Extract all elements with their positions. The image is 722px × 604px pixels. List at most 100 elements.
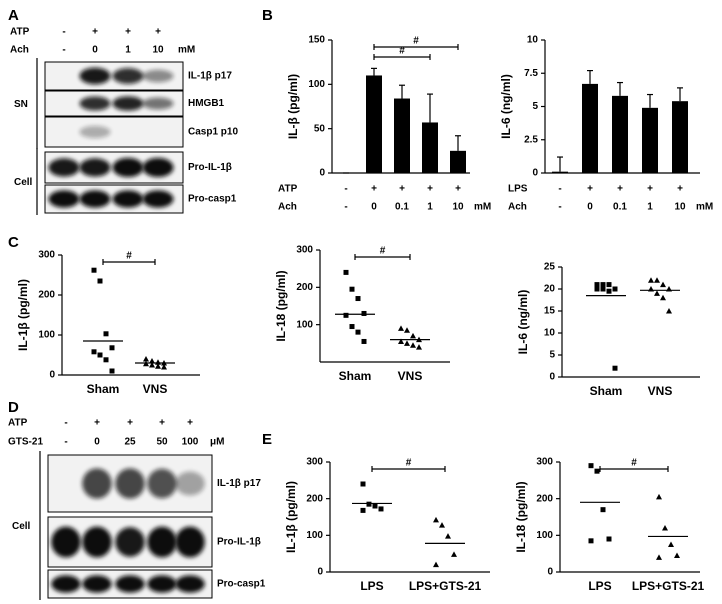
column-label: 0 (94, 437, 100, 448)
row-label: Pro-IL-1β (217, 537, 261, 548)
data-point (594, 282, 600, 288)
column-unit: μM (210, 437, 224, 448)
blot-band (115, 527, 145, 557)
y-tick-label: 200 (306, 493, 323, 504)
column-label: 25 (124, 437, 136, 448)
column-name: GTS-21 (8, 437, 43, 448)
y-tick-label: 200 (536, 493, 553, 504)
comparison-text: # (631, 458, 637, 469)
blot-band (142, 190, 174, 208)
data-point (606, 282, 612, 288)
blot-band (79, 96, 111, 111)
treatment-name: ATP (278, 184, 298, 195)
panel-label: D (8, 399, 19, 416)
column-label: 1 (125, 45, 131, 56)
group-label: SN (14, 99, 28, 110)
blot-strip (44, 116, 184, 148)
x-tick-label: 0.1 (395, 202, 409, 213)
y-tick-label: 100 (308, 79, 325, 90)
data-point (594, 468, 600, 474)
data-point (404, 327, 410, 333)
data-point (656, 493, 662, 500)
x-tick-label: 0 (587, 202, 593, 213)
data-point (654, 277, 660, 283)
blot-band (112, 157, 144, 178)
y-tick-label: 100 (38, 330, 55, 341)
y-tick-label: 2.5 (524, 134, 538, 145)
y-tick-label: 300 (38, 250, 55, 261)
treatment-label: + (617, 184, 623, 195)
x-tick-label: LPS (360, 579, 383, 593)
blot-band (48, 190, 80, 208)
bar (394, 98, 410, 173)
y-tick-label: 150 (308, 35, 325, 46)
data-point (355, 296, 361, 302)
x-tick-label: 0 (371, 202, 377, 213)
column-name: ATP (8, 418, 28, 429)
y-tick-label: 300 (536, 457, 553, 468)
data-point (600, 286, 606, 292)
row-label: IL-1β p17 (188, 71, 232, 82)
panel-label: C (8, 234, 19, 251)
y-tick-label: 300 (306, 457, 323, 468)
y-tick-label: 20 (544, 284, 556, 295)
treatment-label: + (371, 184, 377, 195)
blot-band (82, 468, 112, 499)
y-tick-label: 5 (549, 350, 555, 361)
data-point (103, 357, 109, 363)
x-tick-label: VNS (648, 384, 673, 398)
data-point (372, 503, 378, 509)
data-point (355, 329, 361, 335)
panel-label: E (262, 431, 272, 448)
blot-band (79, 67, 111, 85)
data-point (97, 352, 103, 358)
column-label: - (62, 27, 65, 38)
y-axis-label: IL-6 (ng/ml) (516, 290, 530, 355)
comparison-text: # (399, 46, 405, 57)
data-point (97, 278, 103, 284)
data-point (360, 481, 366, 487)
comparison-text: # (380, 246, 386, 257)
data-point (398, 338, 404, 344)
data-point (349, 286, 355, 292)
data-point (161, 364, 167, 370)
blot-band (48, 158, 80, 177)
blot-band (79, 190, 111, 208)
data-point (360, 507, 366, 513)
y-tick-label: 100 (306, 530, 323, 541)
data-point (433, 516, 439, 523)
data-point (398, 325, 404, 331)
data-point (648, 277, 654, 283)
y-tick-label: 7.5 (524, 68, 538, 79)
data-point (109, 345, 115, 351)
blot-band (112, 190, 144, 208)
data-point (588, 463, 594, 469)
data-point (654, 290, 660, 296)
x-tick-label: LPS+GTS-21 (632, 579, 705, 593)
x-tick-label: 10 (452, 202, 464, 213)
row-label: Pro-casp1 (188, 194, 237, 205)
column-label: - (64, 418, 67, 429)
treatment-label: + (587, 184, 593, 195)
data-point (149, 362, 155, 368)
data-point (662, 525, 668, 531)
column-label: + (92, 27, 98, 38)
column-label: 100 (182, 437, 199, 448)
data-point (656, 554, 662, 560)
blot-band (142, 69, 174, 83)
treatment-label: + (399, 184, 405, 195)
y-axis-label: IL-1β (pg/ml) (284, 481, 298, 553)
blot-band (147, 575, 177, 593)
bar (366, 75, 382, 173)
column-label: 50 (156, 437, 168, 448)
data-point (660, 294, 666, 301)
x-tick-label: LPS (588, 579, 611, 593)
bar (642, 107, 658, 173)
blot-band (112, 96, 144, 111)
category-name: Ach (278, 202, 297, 213)
data-point (612, 365, 618, 371)
data-point (343, 312, 349, 318)
column-label: + (159, 418, 165, 429)
blot-band (142, 157, 174, 178)
